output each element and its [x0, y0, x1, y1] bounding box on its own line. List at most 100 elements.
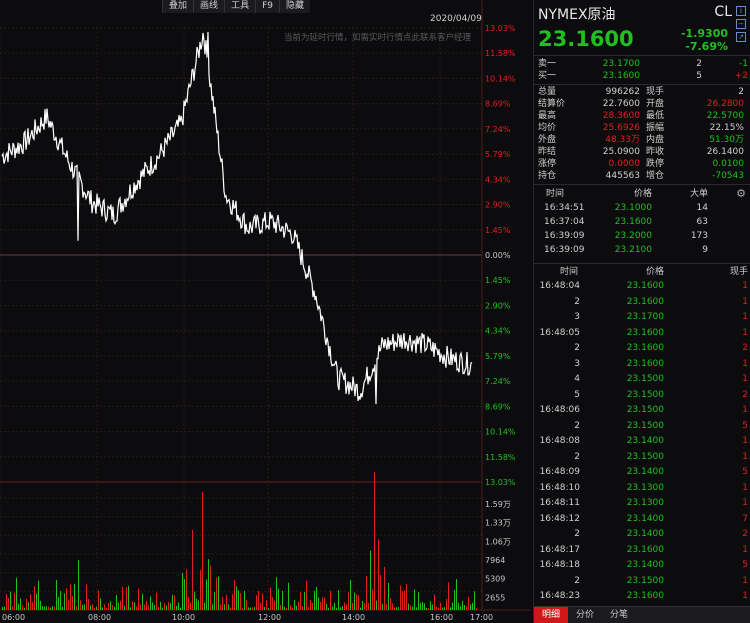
- volume-bar: [72, 595, 73, 610]
- f9-button[interactable]: F9: [255, 0, 279, 13]
- tick-row[interactable]: 2 23.1400 2: [534, 527, 750, 543]
- tick-volume: 1: [742, 482, 748, 493]
- tick-row[interactable]: 16:48:11 23.1300 1: [534, 496, 750, 512]
- chart-toolbar: 叠加 画线 工具 F9 隐藏: [162, 0, 310, 13]
- tick-row[interactable]: 16:48:09 23.1400 5: [534, 465, 750, 481]
- volume-bar: [28, 602, 29, 610]
- tab-price-breakdown[interactable]: 分价: [576, 610, 595, 620]
- volume-bar: [304, 592, 305, 610]
- tick-row[interactable]: 16:48:17 23.1600 1: [534, 543, 750, 559]
- tick-time: 3: [574, 358, 580, 369]
- pct-label-top: 11.58%: [485, 49, 516, 58]
- stat-l1: 均价: [538, 123, 557, 133]
- tab-tick-by-tick[interactable]: 分笔: [610, 610, 629, 620]
- tick-price: 23.1500: [626, 374, 664, 384]
- volume-bar: [220, 604, 221, 610]
- tick-row[interactable]: 5 23.1500 2: [534, 388, 750, 404]
- stat-l2: 昨收: [646, 147, 665, 157]
- volume-bar: [70, 584, 71, 610]
- pct-label-top: 0.00%: [485, 251, 511, 260]
- tick-row[interactable]: 4 23.1500 1: [534, 372, 750, 388]
- volume-bar: [34, 586, 35, 610]
- volume-bar: [312, 602, 313, 610]
- volume-bar: [380, 574, 381, 610]
- tick-row[interactable]: 16:48:18 23.1400 5: [534, 558, 750, 574]
- tick-row[interactable]: 2 23.1600 1: [534, 295, 750, 311]
- settings-gear-icon[interactable]: ⚙: [736, 187, 746, 200]
- tick-time: 16:48:04: [539, 281, 580, 291]
- volume-bar: [322, 597, 323, 610]
- volume-bar: [160, 601, 161, 610]
- stat-l1: 外盘: [538, 135, 557, 145]
- tick-time: 2: [574, 529, 580, 539]
- link-icon[interactable]: ↗: [736, 32, 746, 42]
- tick-row[interactable]: 16:48:06 23.1500 1: [534, 403, 750, 419]
- volume-bar: [144, 604, 145, 610]
- tick-price: 23.1600: [626, 544, 664, 555]
- volume-label: 7964: [485, 556, 505, 565]
- stats-row: 外盘 48.33万 内盘 51.30万: [534, 134, 750, 146]
- volume-bar: [306, 580, 307, 610]
- big-order-row[interactable]: 16:37:04 23.1600 63: [534, 215, 750, 229]
- time-label: 06:00: [2, 613, 25, 622]
- big-order-volume: 63: [696, 217, 708, 227]
- volume-bar: [142, 593, 143, 610]
- big-order-volume: 9: [702, 245, 708, 255]
- volume-bar: [396, 607, 397, 610]
- volume-bar: [360, 607, 361, 610]
- volume-bar: [440, 602, 441, 610]
- tick-row[interactable]: 16:48:23 23.1600 1: [534, 589, 750, 605]
- volume-bar: [370, 550, 371, 610]
- tick-row[interactable]: 2 23.1600 2: [534, 341, 750, 357]
- tick-row[interactable]: 3 23.1700 1: [534, 310, 750, 326]
- big-order-row[interactable]: 16:39:09 23.2100 9: [534, 243, 750, 257]
- bid-volume: 5: [696, 71, 702, 81]
- overlay-button[interactable]: 叠加: [162, 0, 193, 13]
- info-icon[interactable]: i: [736, 6, 746, 16]
- tick-row[interactable]: 2 23.1500 1: [534, 574, 750, 590]
- delay-notice[interactable]: 当前为延时行情，如需实时行情点此联系客户经理: [284, 33, 472, 43]
- volume-bar: [40, 600, 41, 610]
- volume-bar: [456, 579, 457, 610]
- tick-row[interactable]: 2 23.1500 5: [534, 419, 750, 435]
- big-order-row[interactable]: 16:34:51 23.1000 14: [534, 201, 750, 215]
- stats-row: 最高 28.3600 最低 22.5700: [534, 110, 750, 122]
- volume-bar: [164, 603, 165, 610]
- tick-row[interactable]: 16:48:08 23.1400 1: [534, 434, 750, 450]
- volume-bar: [254, 606, 255, 610]
- volume-bar: [268, 607, 269, 610]
- tick-volume: 1: [742, 436, 748, 446]
- stat-l2: 跌停: [646, 159, 665, 169]
- stat-v2: 0.0100: [712, 159, 745, 169]
- tick-col-time: 时间: [560, 267, 579, 277]
- tick-row[interactable]: 3 23.1600 1: [534, 357, 750, 373]
- volume-bar: [210, 565, 211, 610]
- volume-bar: [270, 587, 271, 610]
- tick-price: 23.1500: [626, 420, 664, 431]
- volume-bar: [342, 605, 343, 610]
- tick-row[interactable]: 16:48:05 23.1600 1: [534, 326, 750, 342]
- volume-bar: [36, 593, 37, 610]
- tick-row[interactable]: 16:48:12 23.1400 7: [534, 512, 750, 528]
- stat-v1: 22.7600: [602, 99, 640, 109]
- stat-l1: 持仓: [538, 171, 557, 181]
- tick-row[interactable]: 16:48:10 23.1300 1: [534, 481, 750, 497]
- tools-button[interactable]: 工具: [224, 0, 255, 13]
- time-label: 16:00: [430, 613, 453, 622]
- tick-row[interactable]: 2 23.1500 1: [534, 450, 750, 466]
- volume-bar: [330, 590, 331, 610]
- chart-svg[interactable]: 13.03% 11.58% 10.14% 8.69% 7.24% 5.79% 4.34% 2.…: [0, 0, 530, 623]
- hide-button[interactable]: 隐藏: [278, 0, 310, 13]
- big-order-row[interactable]: 16:39:09 23.2000 173: [534, 229, 750, 243]
- minus-icon[interactable]: −: [736, 19, 746, 29]
- volume-bar: [260, 602, 261, 610]
- draw-line-button[interactable]: 画线: [193, 0, 224, 13]
- volume-bar: [390, 598, 391, 610]
- pct-label-top: 10.14%: [485, 74, 516, 83]
- volume-bar: [156, 592, 157, 610]
- intraday-chart[interactable]: 13.03% 11.58% 10.14% 8.69% 7.24% 5.79% 4.34% 2.…: [0, 0, 530, 623]
- tab-detail[interactable]: 明细: [534, 607, 569, 623]
- tick-row[interactable]: 16:48:04 23.1600 1: [534, 279, 750, 295]
- tick-list[interactable]: 16:48:04 23.1600 1 2 23.1600 1 3 23.1700 1 16:48:…: [534, 279, 750, 605]
- big-order-header: 时间 价格 大单 ⚙: [534, 187, 750, 201]
